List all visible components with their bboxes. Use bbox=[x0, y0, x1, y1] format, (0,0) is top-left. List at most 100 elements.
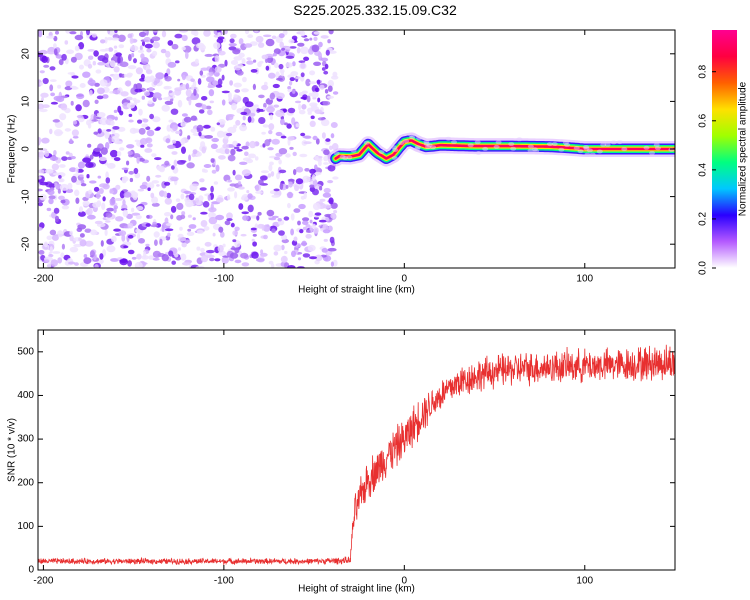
noise-blob bbox=[93, 186, 100, 192]
noise-blob bbox=[67, 182, 73, 190]
noise-blob bbox=[308, 210, 314, 218]
noise-blob bbox=[137, 119, 143, 124]
noise-blob bbox=[325, 49, 330, 56]
noise-blob bbox=[151, 202, 160, 207]
noise-blob bbox=[285, 184, 289, 189]
noise-blob bbox=[295, 76, 301, 80]
noise-blob bbox=[177, 78, 181, 82]
noise-blob bbox=[94, 264, 99, 268]
signal-halo-blob bbox=[668, 147, 675, 152]
noise-blob bbox=[269, 92, 275, 100]
noise-blob bbox=[138, 127, 146, 135]
noise-blob bbox=[134, 88, 143, 93]
noise-blob bbox=[195, 197, 199, 204]
signal-halo-blob bbox=[350, 148, 357, 153]
noise-blob bbox=[59, 183, 69, 191]
noise-blob bbox=[112, 89, 121, 95]
noise-blob bbox=[229, 252, 239, 259]
noise-blob bbox=[240, 233, 247, 237]
noise-blob bbox=[236, 70, 244, 76]
noise-blob bbox=[170, 205, 177, 213]
noise-blob bbox=[41, 96, 44, 102]
noise-blob bbox=[181, 113, 188, 117]
noise-blob bbox=[55, 30, 59, 35]
noise-blob bbox=[255, 35, 264, 43]
x-axis-label: Height of straight line (km) bbox=[298, 285, 415, 296]
noise-blob bbox=[302, 175, 311, 183]
noise-blob bbox=[302, 253, 311, 258]
noise-blob bbox=[44, 259, 50, 263]
noise-blob bbox=[200, 220, 208, 227]
signal-halo-blob bbox=[482, 146, 489, 151]
noise-blob bbox=[42, 77, 49, 85]
noise-blob bbox=[98, 156, 108, 161]
noise-blob bbox=[332, 71, 338, 78]
noise-blob bbox=[104, 48, 110, 52]
noise-blob bbox=[138, 108, 143, 116]
noise-blob bbox=[38, 202, 43, 207]
noise-blob bbox=[53, 207, 60, 214]
noise-blob bbox=[120, 73, 126, 78]
signal-halo-blob bbox=[516, 137, 523, 142]
noise-blob bbox=[119, 190, 125, 199]
noise-blob bbox=[38, 30, 43, 38]
noise-blob bbox=[92, 202, 101, 208]
noise-blob bbox=[119, 61, 129, 68]
noise-blob bbox=[198, 131, 202, 137]
noise-blob bbox=[167, 40, 174, 46]
signal-halo-blob bbox=[445, 136, 452, 141]
noise-blob bbox=[94, 220, 103, 225]
noise-blob bbox=[218, 226, 224, 233]
noise-blob bbox=[190, 78, 195, 82]
noise-blob bbox=[196, 42, 205, 49]
noise-blob bbox=[250, 69, 258, 73]
noise-blob bbox=[266, 106, 275, 113]
noise-blob bbox=[160, 48, 167, 54]
noise-blob bbox=[272, 52, 277, 57]
noise-blob bbox=[146, 129, 155, 137]
noise-blob bbox=[172, 124, 178, 132]
noise-blob bbox=[98, 188, 104, 194]
noise-blob bbox=[302, 217, 310, 222]
noise-blob bbox=[75, 197, 80, 204]
noise-blob bbox=[92, 150, 101, 157]
noise-blob bbox=[181, 211, 186, 216]
noise-blob bbox=[206, 254, 215, 259]
noise-blob bbox=[262, 107, 266, 111]
noise-blob bbox=[279, 41, 285, 48]
noise-blob bbox=[141, 95, 145, 100]
noise-blob bbox=[46, 235, 53, 241]
noise-blob bbox=[241, 211, 249, 215]
noise-blob bbox=[255, 258, 265, 262]
noise-blob bbox=[327, 39, 331, 44]
noise-blob bbox=[208, 216, 218, 225]
noise-blob bbox=[171, 43, 179, 50]
signal-halo-blob bbox=[551, 141, 558, 146]
snr-x-tick-label: 0 bbox=[402, 576, 408, 587]
noise-blob bbox=[204, 135, 214, 139]
noise-blob bbox=[210, 126, 216, 132]
noise-blob bbox=[272, 215, 279, 219]
noise-blob bbox=[314, 171, 322, 176]
signal-halo-blob bbox=[333, 151, 340, 156]
noise-blob bbox=[126, 160, 130, 166]
noise-blob bbox=[164, 217, 169, 224]
noise-blob bbox=[142, 118, 149, 123]
noise-blob bbox=[75, 167, 79, 174]
noise-blob bbox=[205, 105, 212, 110]
signal-halo-blob bbox=[577, 149, 584, 154]
noise-blob bbox=[264, 139, 271, 147]
noise-blob bbox=[311, 223, 316, 229]
noise-blob bbox=[76, 93, 85, 100]
noise-blob bbox=[108, 136, 112, 144]
noise-blob bbox=[148, 255, 155, 260]
noise-blob bbox=[300, 72, 305, 78]
y-tick-label: 0 bbox=[21, 146, 32, 152]
noise-blob bbox=[311, 91, 319, 98]
noise-blob bbox=[230, 60, 239, 65]
noise-blob bbox=[285, 62, 293, 68]
noise-blob bbox=[230, 222, 235, 228]
noise-blob bbox=[194, 58, 199, 64]
noise-blob bbox=[132, 97, 137, 102]
noise-blob bbox=[51, 234, 59, 241]
